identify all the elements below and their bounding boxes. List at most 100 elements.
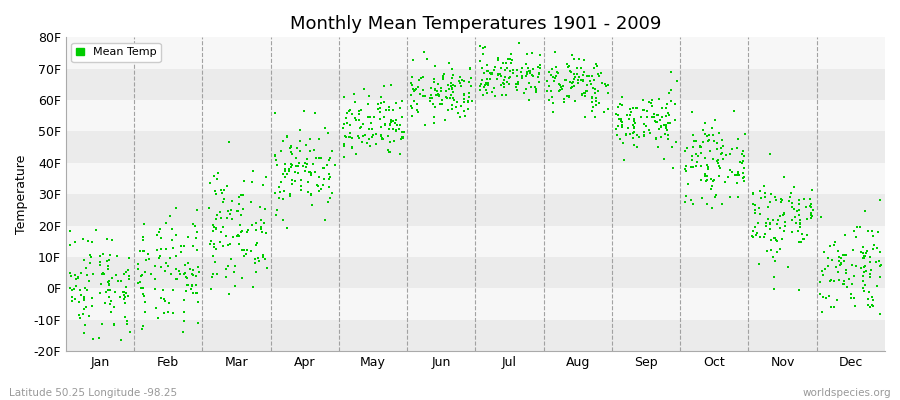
Point <box>777 211 791 218</box>
Point <box>576 77 590 84</box>
Point <box>821 255 835 261</box>
Point <box>768 194 782 200</box>
Point <box>268 153 283 159</box>
Point <box>770 197 784 203</box>
Point <box>137 248 151 254</box>
Point <box>272 195 286 202</box>
Point <box>545 100 560 106</box>
Point <box>104 237 119 244</box>
Point <box>848 303 862 309</box>
Point <box>660 127 674 134</box>
Point <box>647 114 662 121</box>
Point <box>668 117 682 123</box>
Point <box>865 294 879 300</box>
Point <box>664 98 679 104</box>
Point <box>102 257 116 264</box>
Point <box>499 74 513 80</box>
Point <box>548 74 562 81</box>
Point <box>835 252 850 258</box>
Point <box>106 354 121 361</box>
Point <box>450 99 464 105</box>
Point <box>307 147 321 154</box>
Point <box>571 77 585 84</box>
Point <box>785 204 799 210</box>
Point <box>306 160 320 167</box>
Point <box>496 60 510 67</box>
Point <box>542 83 556 90</box>
Point <box>450 110 464 117</box>
Point <box>190 247 204 253</box>
Point <box>447 83 462 90</box>
Point <box>97 270 112 277</box>
Point <box>312 136 327 142</box>
Point <box>187 223 202 229</box>
Point <box>526 72 541 79</box>
Point <box>664 69 679 75</box>
Point <box>872 273 886 280</box>
Point <box>210 176 224 182</box>
Point <box>873 197 887 204</box>
Point <box>562 93 577 99</box>
Point <box>540 88 554 94</box>
Point <box>382 139 397 145</box>
Point <box>284 142 298 149</box>
Point <box>371 101 385 107</box>
Point <box>131 261 146 268</box>
Point <box>445 106 459 112</box>
Point <box>474 81 489 88</box>
Point <box>446 95 461 101</box>
Point <box>711 163 725 169</box>
Point <box>348 98 363 105</box>
Point <box>506 66 520 73</box>
Point <box>316 182 330 188</box>
Point <box>404 92 419 98</box>
Point <box>189 290 203 296</box>
Point <box>615 119 629 126</box>
Point <box>363 114 377 120</box>
Point <box>239 229 254 235</box>
Point <box>746 228 760 234</box>
Point <box>248 269 263 275</box>
Point <box>289 155 303 161</box>
Point <box>236 206 250 212</box>
Point <box>389 100 403 106</box>
Point <box>76 306 91 312</box>
Point <box>858 208 872 215</box>
Point <box>362 93 376 100</box>
Point <box>272 184 286 190</box>
Point <box>706 178 721 184</box>
Point <box>804 204 818 210</box>
Point <box>628 120 643 126</box>
Point <box>712 130 726 136</box>
Point <box>235 228 249 234</box>
Point <box>511 79 526 85</box>
Point <box>796 231 810 237</box>
Point <box>731 170 745 177</box>
Point <box>815 309 830 316</box>
Point <box>591 100 606 106</box>
Point <box>637 106 652 113</box>
Point <box>365 131 380 138</box>
Point <box>658 131 672 137</box>
Point <box>185 290 200 296</box>
Point <box>117 296 131 302</box>
Point <box>630 143 644 150</box>
Point <box>153 294 167 301</box>
Point <box>259 174 274 180</box>
Point <box>256 253 271 260</box>
Point <box>763 198 778 205</box>
Point <box>280 224 294 231</box>
Point <box>733 158 747 165</box>
Point <box>844 290 859 297</box>
Point <box>598 109 612 115</box>
Point <box>847 272 861 279</box>
Point <box>874 262 888 268</box>
Point <box>181 260 195 266</box>
Point <box>408 87 422 94</box>
Point <box>511 40 526 46</box>
Point <box>101 287 115 293</box>
Point <box>873 248 887 255</box>
Point <box>343 134 357 140</box>
Point <box>363 142 377 149</box>
Point <box>169 253 184 260</box>
